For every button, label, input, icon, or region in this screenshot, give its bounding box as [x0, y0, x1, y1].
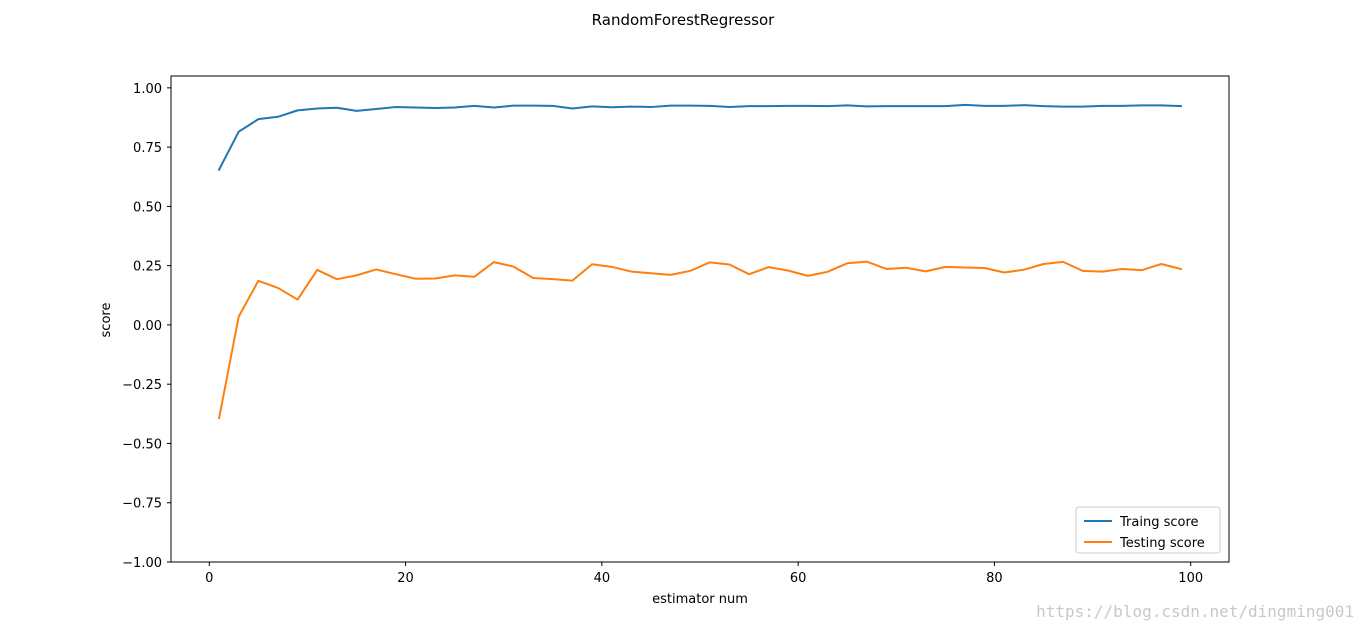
x-axis: 0 20 40 60 80 100: [205, 562, 1203, 586]
y-axis: −1.00 −0.75 −0.50 −0.25 0.00 0.25 0.50 0.75 1.00: [122, 82, 171, 571]
y-axis-label: score: [99, 303, 114, 338]
x-tick-label: 0: [205, 571, 213, 586]
x-tick-label: 100: [1178, 571, 1203, 586]
y-tick-label: 1.00: [133, 82, 162, 97]
legend-label: Traing score: [1119, 515, 1199, 530]
plot-frame: [170, 75, 1230, 563]
chart-title: RandomForestRegressor: [592, 11, 776, 29]
series-line-2: [217, 260, 1183, 420]
x-tick-label: 40: [594, 571, 611, 586]
y-tick-label: −0.25: [122, 378, 162, 393]
y-tick-label: 0.00: [133, 319, 162, 334]
y-tick-label: 0.75: [133, 141, 162, 156]
watermark-text: https://blog.csdn.net/dingming001: [1036, 602, 1354, 621]
series-lines: [217, 103, 1183, 420]
legend-label: Testing score: [1119, 536, 1205, 551]
y-tick-label: −0.75: [122, 497, 162, 512]
x-axis-label: estimator num: [652, 592, 748, 607]
y-tick-label: 0.50: [133, 200, 162, 215]
series-line-1: [217, 103, 1182, 171]
x-tick-label: 20: [397, 571, 414, 586]
plot-area: [170, 75, 1230, 563]
y-tick-label: 0.25: [133, 260, 162, 275]
legend: Traing score Testing score: [1075, 506, 1221, 554]
y-tick-label: −0.50: [122, 437, 162, 452]
x-tick-label: 80: [986, 571, 1003, 586]
x-tick-label: 60: [790, 571, 807, 586]
y-tick-label: −1.00: [122, 556, 162, 571]
